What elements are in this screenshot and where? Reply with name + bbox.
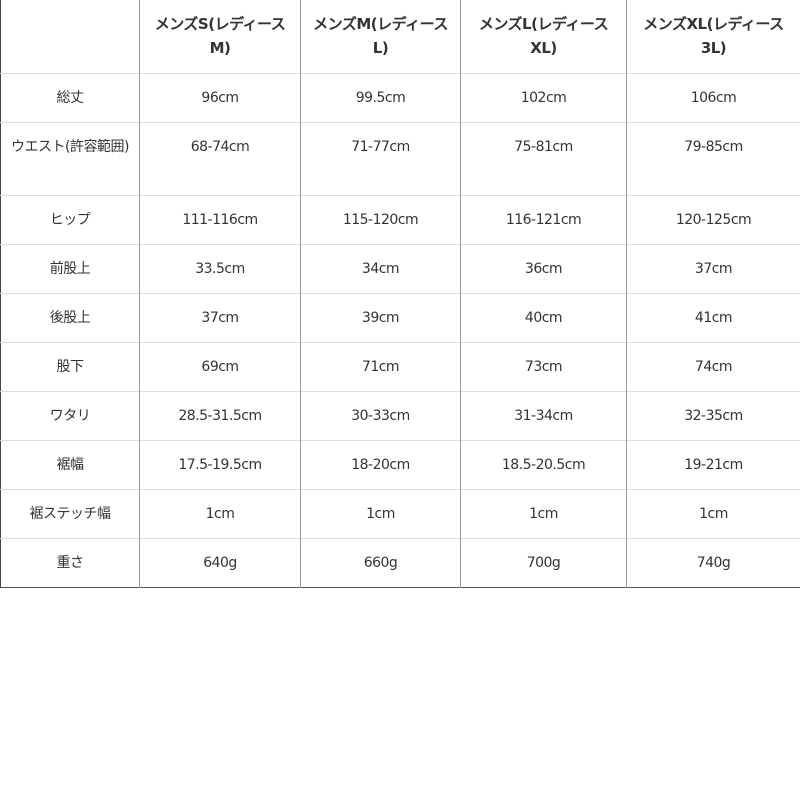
header-corner [0, 0, 140, 74]
header-size-l: メンズL(レディースXL) [460, 0, 627, 74]
table-cell: 31-34cm [460, 391, 627, 441]
table-cell: 74cm [626, 342, 800, 392]
table-cell: 69cm [139, 342, 301, 392]
table-row: 裾ステッチ幅 1cm 1cm 1cm 1cm [0, 489, 800, 539]
table-cell: 73cm [460, 342, 627, 392]
table-cell: 99.5cm [300, 73, 461, 123]
row-label: 股下 [0, 342, 140, 392]
table-row: ヒップ 111-116cm 115-120cm 116-121cm 120-125cm [0, 195, 800, 245]
header-size-s: メンズS(レディースM) [139, 0, 301, 74]
header-size-xl: メンズXL(レディース3L) [626, 0, 800, 74]
table-cell: 18.5-20.5cm [460, 440, 627, 490]
table-row: 重さ 640g 660g 700g 740g [0, 538, 800, 588]
header-row: メンズS(レディースM) メンズM(レディースL) メンズL(レディースXL) … [0, 0, 800, 74]
row-label: ヒップ [0, 195, 140, 245]
table-cell: 19-21cm [626, 440, 800, 490]
table-cell: 1cm [300, 489, 461, 539]
row-label: 裾幅 [0, 440, 140, 490]
table-cell: 32-35cm [626, 391, 800, 441]
table-cell: 68-74cm [139, 122, 301, 196]
row-label: 前股上 [0, 244, 140, 294]
table-cell: 34cm [300, 244, 461, 294]
table-cell: 17.5-19.5cm [139, 440, 301, 490]
row-label: 後股上 [0, 293, 140, 343]
row-label: 裾ステッチ幅 [0, 489, 140, 539]
table-cell: 700g [460, 538, 627, 588]
table-cell: 102cm [460, 73, 627, 123]
table-cell: 116-121cm [460, 195, 627, 245]
table-cell: 96cm [139, 73, 301, 123]
table-cell: 36cm [460, 244, 627, 294]
table-cell: 640g [139, 538, 301, 588]
row-label: ウエスト(許容範囲) [0, 122, 140, 196]
table-row: 総丈 96cm 99.5cm 102cm 106cm [0, 73, 800, 123]
table-cell: 30-33cm [300, 391, 461, 441]
table-cell: 660g [300, 538, 461, 588]
table-cell: 71cm [300, 342, 461, 392]
table-cell: 1cm [626, 489, 800, 539]
table-row: 前股上 33.5cm 34cm 36cm 37cm [0, 244, 800, 294]
table-cell: 71-77cm [300, 122, 461, 196]
table-cell: 41cm [626, 293, 800, 343]
table-cell: 39cm [300, 293, 461, 343]
row-label: 総丈 [0, 73, 140, 123]
table-row: ウエスト(許容範囲) 68-74cm 71-77cm 75-81cm 79-85cm [0, 122, 800, 196]
row-label: ワタリ [0, 391, 140, 441]
table-cell: 79-85cm [626, 122, 800, 196]
table-cell: 106cm [626, 73, 800, 123]
table-cell: 120-125cm [626, 195, 800, 245]
table-row: 後股上 37cm 39cm 40cm 41cm [0, 293, 800, 343]
table-cell: 18-20cm [300, 440, 461, 490]
table-cell: 1cm [139, 489, 301, 539]
table-cell: 75-81cm [460, 122, 627, 196]
table-cell: 115-120cm [300, 195, 461, 245]
table-cell: 740g [626, 538, 800, 588]
table-cell: 111-116cm [139, 195, 301, 245]
table-row: ワタリ 28.5-31.5cm 30-33cm 31-34cm 32-35cm [0, 391, 800, 441]
size-chart-table: メンズS(レディースM) メンズM(レディースL) メンズL(レディースXL) … [0, 0, 800, 588]
table-cell: 37cm [626, 244, 800, 294]
table-row: 股下 69cm 71cm 73cm 74cm [0, 342, 800, 392]
row-label: 重さ [0, 538, 140, 588]
table-cell: 37cm [139, 293, 301, 343]
table-row: 裾幅 17.5-19.5cm 18-20cm 18.5-20.5cm 19-21cm [0, 440, 800, 490]
table-cell: 33.5cm [139, 244, 301, 294]
table-cell: 28.5-31.5cm [139, 391, 301, 441]
header-size-m: メンズM(レディースL) [300, 0, 461, 74]
table-cell: 40cm [460, 293, 627, 343]
table-cell: 1cm [460, 489, 627, 539]
